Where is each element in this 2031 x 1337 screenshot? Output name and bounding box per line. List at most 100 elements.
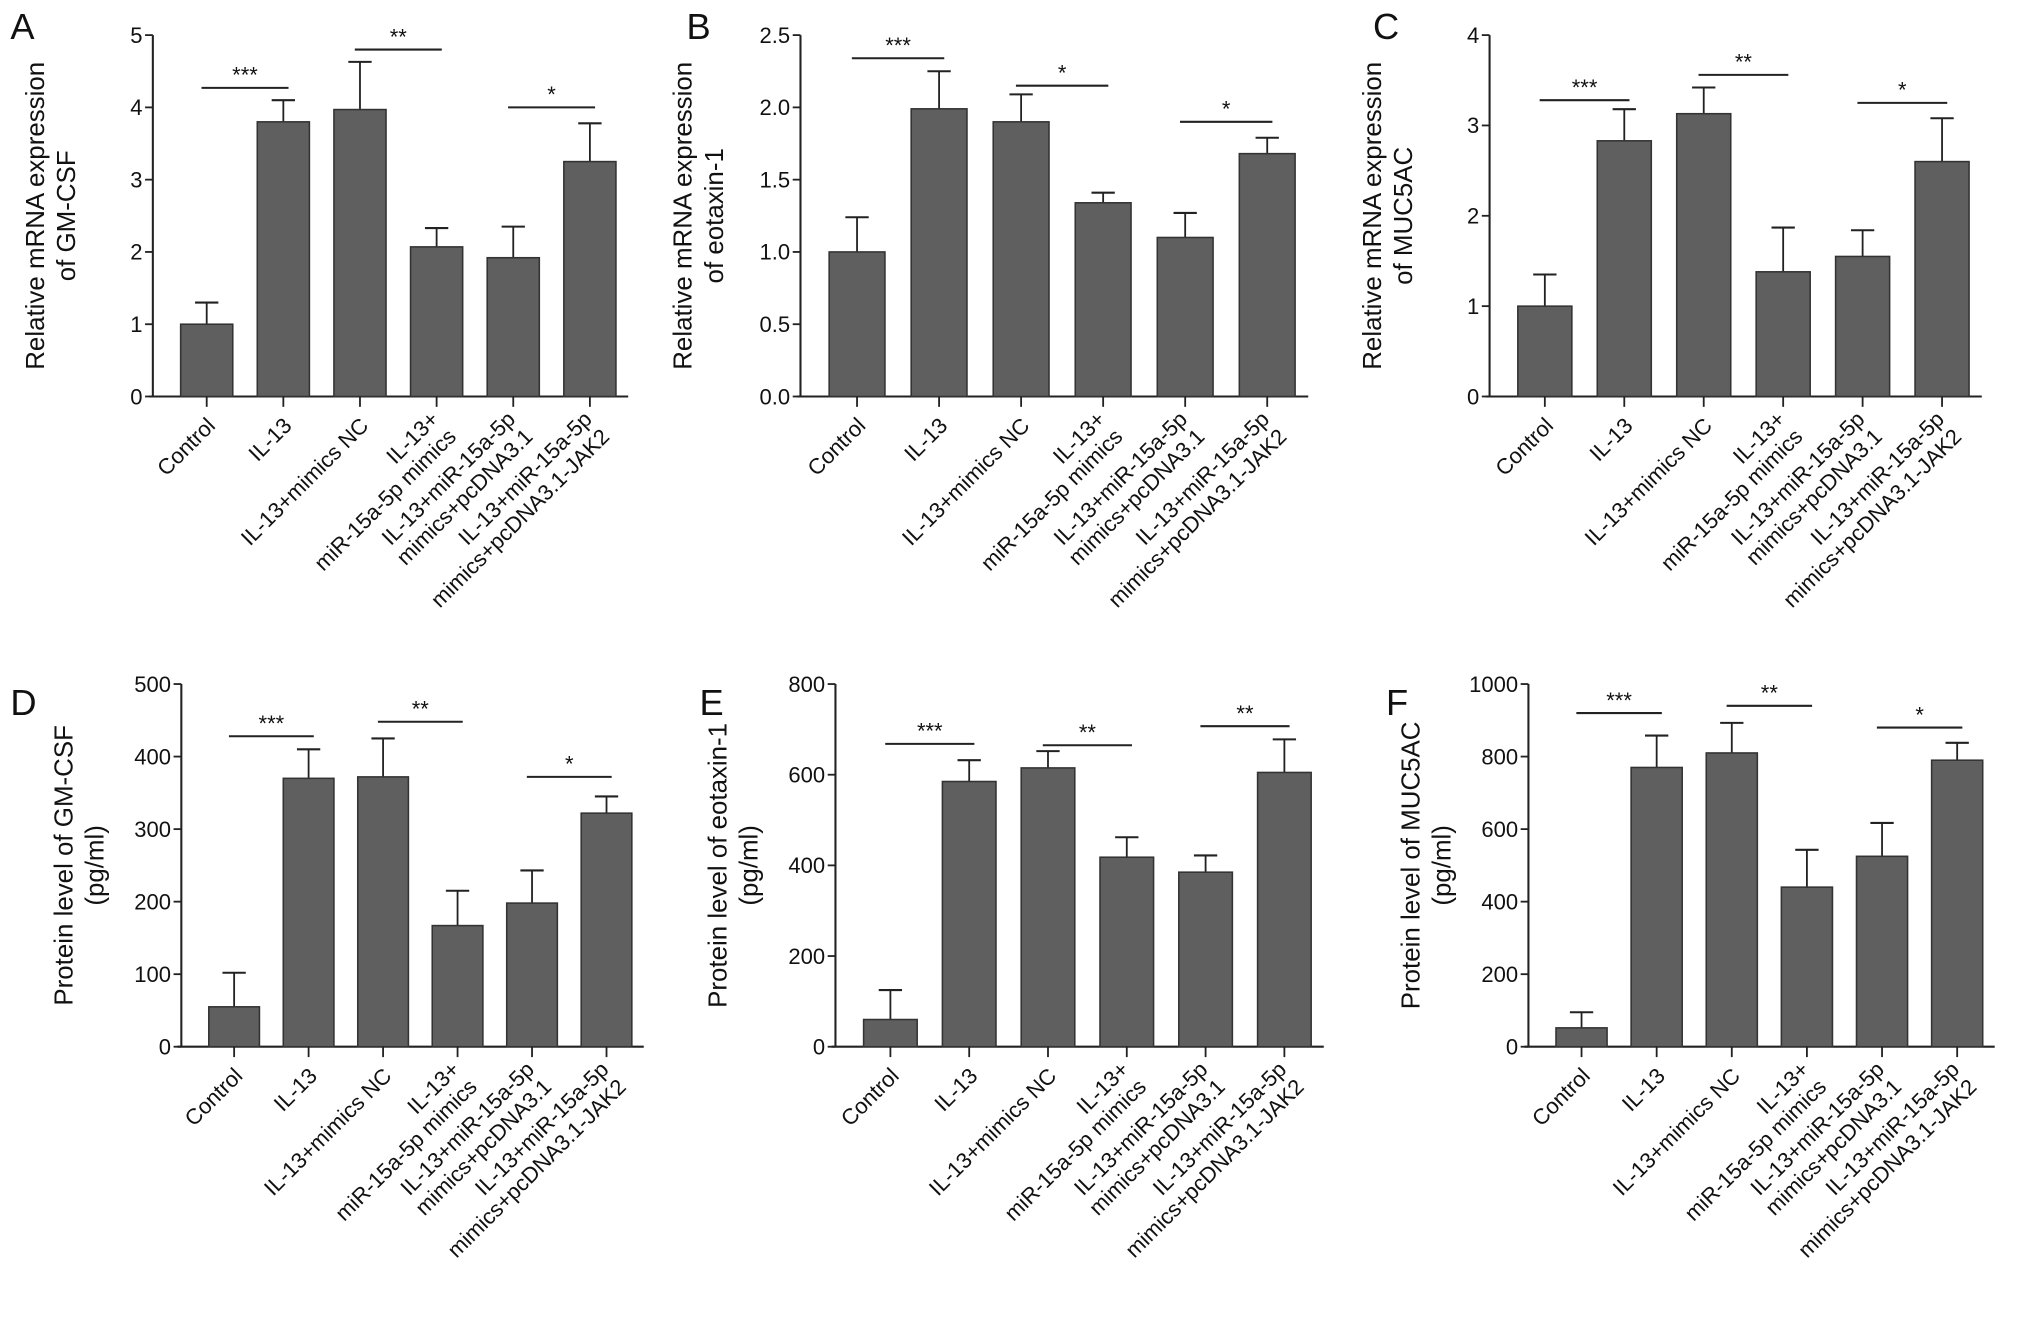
bar xyxy=(941,780,997,1048)
panel-letter: F xyxy=(1386,682,1408,723)
y-tick-label: 400 xyxy=(788,853,825,878)
y-axis-label: Relative mRNA expression xyxy=(670,62,698,370)
bar xyxy=(1705,752,1759,1048)
significance-label: *** xyxy=(1572,75,1598,100)
y-tick-label: 0 xyxy=(813,1034,825,1059)
y-tick-label: 200 xyxy=(134,889,171,914)
x-tick-label: IL-13 xyxy=(929,1063,982,1116)
bar xyxy=(1596,140,1653,398)
bar xyxy=(333,108,387,398)
bar xyxy=(208,1006,261,1048)
significance-label: *** xyxy=(1606,688,1632,713)
x-tick-label-line: Control xyxy=(836,1063,904,1131)
bar xyxy=(1238,152,1296,398)
significance-label: * xyxy=(1222,97,1231,122)
significance-label: *** xyxy=(917,719,943,744)
x-tick-label: Control xyxy=(1490,413,1558,481)
x-tick-label-line: IL-13 xyxy=(929,1063,982,1116)
panel-letter: E xyxy=(699,682,723,723)
y-tick-label: 0 xyxy=(130,384,142,409)
panel-letter: C xyxy=(1373,6,1399,47)
y-axis-label: of eotaxin-1 xyxy=(701,148,729,283)
y-tick-label: 1000 xyxy=(1469,672,1518,697)
x-tick-label: Control xyxy=(1527,1063,1595,1131)
y-tick-label: 0.5 xyxy=(760,312,791,337)
y-tick-label: 600 xyxy=(788,762,825,787)
y-axis-label: of GM-CSF xyxy=(53,150,81,281)
bar xyxy=(1630,766,1683,1048)
bar xyxy=(1855,855,1909,1048)
x-tick-label-line: IL-13 xyxy=(1584,413,1637,466)
bar xyxy=(1930,759,1984,1048)
bar xyxy=(1555,1027,1608,1048)
y-tick-label: 2.5 xyxy=(760,23,791,48)
y-axis-label: Protein level of eotaxin-1 xyxy=(705,723,733,1008)
x-tick-label: Control xyxy=(836,1063,904,1131)
bar xyxy=(1074,202,1132,398)
y-tick-label: 500 xyxy=(134,672,171,697)
bar xyxy=(1834,255,1891,398)
bar xyxy=(1156,236,1214,398)
bar xyxy=(910,108,968,398)
panel-c: C 0 1 2 3 4 Relative mRNA expression of MUC5AC C… xyxy=(1359,6,1982,612)
bar xyxy=(1780,886,1834,1048)
bar xyxy=(1675,112,1732,398)
bar xyxy=(1099,856,1155,1048)
significance-label: * xyxy=(1898,78,1907,103)
y-tick-label: 3 xyxy=(1467,113,1479,138)
bar xyxy=(862,1018,918,1048)
significance-label: * xyxy=(1058,61,1067,86)
significance-label: *** xyxy=(885,33,911,58)
panel-a: A 0 1 2 3 4 5 Relative mRNA expression of GM-CSF… xyxy=(10,6,629,612)
bar xyxy=(992,121,1050,398)
x-tick-label-line: Control xyxy=(803,413,871,481)
bar xyxy=(431,924,484,1048)
x-tick-label-line: IL-13 xyxy=(1617,1063,1670,1116)
bar xyxy=(828,251,886,398)
y-tick-label: 400 xyxy=(1481,889,1518,914)
y-tick-label: 1.5 xyxy=(760,167,791,192)
y-tick-label: 0 xyxy=(1467,384,1479,409)
panel-e: E 0 200 400 600 800 Protein level of eotaxin-1… xyxy=(699,672,1324,1262)
x-tick-label: Control xyxy=(180,1063,248,1131)
x-tick-label: Control xyxy=(803,413,871,481)
y-tick-label: 800 xyxy=(788,672,825,697)
bar xyxy=(1256,771,1312,1048)
y-axis-label: (pg/ml) xyxy=(82,825,110,906)
x-tick-label: IL-13 xyxy=(243,413,296,466)
x-tick-label-line: Control xyxy=(1490,413,1558,481)
y-tick-label: 1 xyxy=(1467,294,1479,319)
panel-d: D 0 100 200 300 400 500 Protein level of GM-CSF… xyxy=(10,672,644,1262)
y-tick-label: 4 xyxy=(130,95,142,120)
y-axis-label: Relative mRNA expression xyxy=(1359,62,1387,370)
y-axis-label: Protein level of GM-CSF xyxy=(51,725,79,1006)
significance-label: ** xyxy=(1761,681,1779,706)
significance-label: ** xyxy=(390,24,408,49)
bar xyxy=(356,776,410,1048)
significance-label: * xyxy=(565,752,574,777)
significance-label: *** xyxy=(232,63,258,88)
y-tick-label: 1.0 xyxy=(760,240,791,265)
y-tick-label: 0 xyxy=(1506,1034,1518,1059)
y-tick-label: 2 xyxy=(1467,204,1479,229)
y-tick-label: 100 xyxy=(134,962,171,987)
significance-label: * xyxy=(1915,702,1924,727)
significance-label: * xyxy=(547,82,556,107)
y-tick-label: 300 xyxy=(134,817,171,842)
bar xyxy=(256,121,311,398)
bar xyxy=(1517,305,1573,398)
y-axis-label: Protein level of MUC5AC xyxy=(1398,721,1426,1009)
x-tick-label-line: Control xyxy=(1527,1063,1595,1131)
bar xyxy=(1020,767,1076,1048)
x-tick-label: IL-13 xyxy=(269,1063,322,1116)
y-axis-label: Relative mRNA expression xyxy=(22,62,50,370)
significance-label: ** xyxy=(1735,50,1753,75)
y-tick-label: 200 xyxy=(788,944,825,969)
y-tick-label: 800 xyxy=(1481,744,1518,769)
x-tick-label-line: Control xyxy=(180,1063,248,1131)
y-tick-label: 1 xyxy=(130,312,142,337)
x-tick-label-line: IL-13 xyxy=(899,413,952,466)
y-tick-label: 5 xyxy=(130,23,142,48)
x-tick-label: IL-13 xyxy=(1617,1063,1670,1116)
